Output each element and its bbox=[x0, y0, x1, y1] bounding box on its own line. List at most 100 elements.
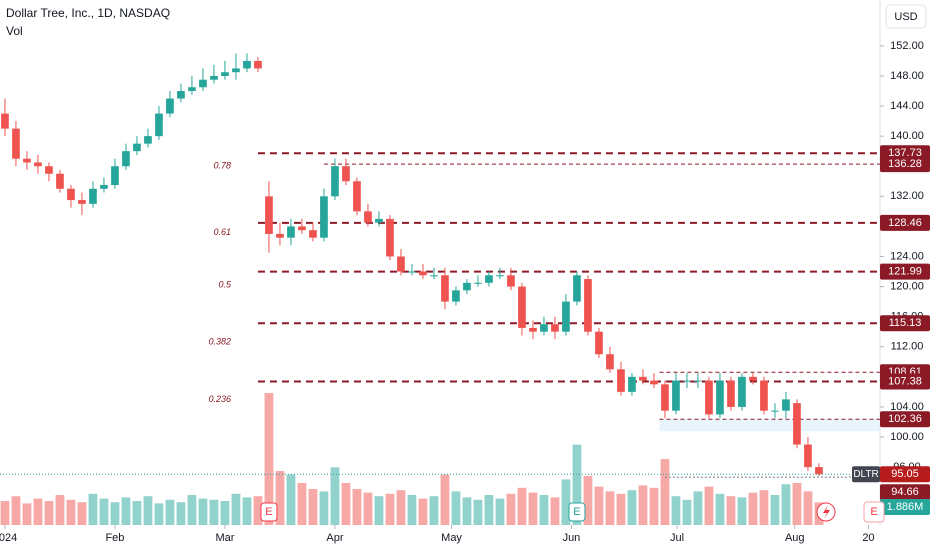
volume-bar bbox=[198, 498, 208, 525]
x-tick-label: Jun bbox=[563, 532, 581, 544]
volume-bar bbox=[539, 495, 549, 525]
level-label: 107.38 bbox=[888, 375, 922, 387]
candle-body bbox=[67, 188, 75, 201]
candle-body bbox=[309, 230, 317, 238]
candle-body bbox=[56, 173, 64, 189]
candle-body bbox=[474, 282, 482, 284]
volume-bar bbox=[66, 499, 76, 525]
level-label: 121.99 bbox=[888, 266, 922, 278]
candle-body bbox=[133, 143, 141, 152]
level-label-box bbox=[880, 156, 930, 173]
last-price-label-box bbox=[880, 466, 930, 483]
volume-bar bbox=[187, 495, 197, 525]
candle-body bbox=[694, 380, 702, 382]
candle-body bbox=[210, 75, 218, 80]
y-tick-label: 104.00 bbox=[890, 401, 924, 413]
currency-button[interactable] bbox=[885, 4, 927, 29]
volume-bar bbox=[341, 483, 351, 525]
split-icon-bolt bbox=[823, 505, 830, 519]
currency[interactable]: USD bbox=[894, 11, 917, 23]
volume-bar bbox=[143, 496, 153, 525]
candle-body bbox=[562, 301, 570, 332]
volume-bar bbox=[561, 479, 571, 525]
candle-body bbox=[144, 136, 152, 144]
upcoming-earnings-label[interactable]: E bbox=[870, 506, 877, 518]
volume-bar bbox=[704, 486, 714, 525]
volume-bar bbox=[121, 497, 131, 525]
candle-body bbox=[430, 275, 438, 277]
candle-body bbox=[463, 282, 471, 291]
candle-body bbox=[540, 324, 548, 332]
upcoming-earnings[interactable] bbox=[863, 501, 885, 523]
volume-label-box bbox=[880, 499, 930, 515]
candle-body bbox=[804, 444, 812, 468]
volume-bar bbox=[297, 483, 307, 525]
earnings-badge-label[interactable]: E bbox=[573, 506, 580, 518]
x-tick-label: Aug bbox=[785, 532, 805, 544]
candle-body bbox=[683, 380, 691, 382]
candle-body bbox=[111, 166, 119, 186]
candle-body bbox=[661, 384, 669, 411]
volume-bar bbox=[748, 492, 758, 525]
volume-bar bbox=[33, 498, 43, 525]
volume-bar bbox=[110, 502, 120, 525]
candle-body bbox=[507, 275, 515, 287]
candle-body bbox=[485, 275, 493, 283]
level-label: 136.28 bbox=[888, 158, 922, 170]
volume-bar bbox=[209, 499, 219, 525]
candle-body bbox=[265, 196, 273, 234]
volume-bar bbox=[88, 493, 98, 525]
y-tick-label: 124.00 bbox=[890, 250, 924, 262]
candle-body bbox=[331, 166, 339, 197]
candle-body bbox=[573, 275, 581, 302]
volume-bar bbox=[737, 497, 747, 525]
y-tick-label: 140.00 bbox=[890, 130, 924, 142]
level-label-box bbox=[880, 263, 930, 280]
volume-bar bbox=[616, 493, 626, 525]
candle-body bbox=[232, 68, 240, 73]
volume-bar bbox=[165, 499, 175, 525]
candle-body bbox=[408, 271, 416, 273]
candle-body bbox=[375, 218, 383, 223]
candle-body bbox=[1, 113, 9, 129]
candle-body bbox=[45, 166, 53, 174]
symbol-label: DLTR bbox=[853, 469, 878, 480]
earnings-badge[interactable] bbox=[260, 502, 278, 522]
volume-bar bbox=[275, 471, 285, 525]
volume-bar bbox=[781, 484, 791, 525]
candle-body bbox=[760, 380, 768, 411]
candle-body bbox=[89, 188, 97, 204]
volume-bar bbox=[308, 489, 318, 525]
candle-body bbox=[716, 380, 724, 415]
candle-body bbox=[727, 380, 735, 407]
candle-body bbox=[650, 380, 658, 385]
y-tick-label: 152.00 bbox=[890, 40, 924, 52]
volume-bar bbox=[418, 498, 428, 525]
candle-body bbox=[342, 166, 350, 182]
candle-body bbox=[617, 369, 625, 392]
earnings-badge[interactable] bbox=[568, 502, 586, 522]
candle-body bbox=[639, 376, 647, 381]
candle-body bbox=[386, 218, 394, 257]
candle-body bbox=[452, 290, 460, 302]
fib-label: 0.78 bbox=[213, 161, 231, 171]
volume-bar bbox=[264, 393, 274, 525]
y-tick-label: 144.00 bbox=[890, 100, 924, 112]
candle-body bbox=[353, 181, 361, 212]
volume-bar bbox=[231, 493, 241, 525]
volume-bar bbox=[0, 501, 10, 525]
candle-body bbox=[551, 324, 559, 332]
volume-bar bbox=[440, 474, 450, 525]
candle-body bbox=[287, 226, 295, 238]
volume-bar bbox=[286, 474, 296, 525]
zone bbox=[659, 419, 880, 432]
volume-bar bbox=[242, 497, 252, 525]
earnings-badge-label[interactable]: E bbox=[265, 506, 272, 518]
volume-bar bbox=[407, 495, 417, 525]
candle-body bbox=[672, 380, 680, 411]
candle-body bbox=[155, 113, 163, 137]
candle-body bbox=[496, 275, 504, 277]
x-tick-label: May bbox=[441, 532, 462, 544]
candle-body bbox=[298, 226, 306, 231]
